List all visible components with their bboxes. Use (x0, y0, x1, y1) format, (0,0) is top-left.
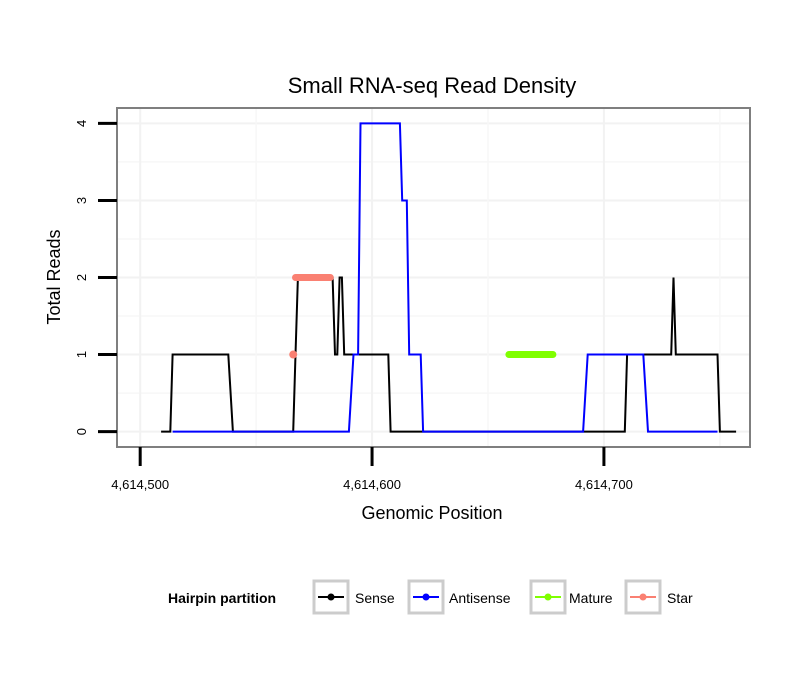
legend-label-antisense: Antisense (449, 590, 511, 606)
x-tick-label: 4,614,500 (111, 477, 169, 492)
legend: Hairpin partition Sense Antisense Mature St… (168, 579, 693, 615)
series-layer (161, 122, 737, 433)
x-axis-title: Genomic Position (361, 503, 502, 523)
series-star-point (289, 350, 298, 359)
x-tick-label: 4,614,700 (575, 477, 633, 492)
legend-key-point (422, 593, 430, 601)
y-axis-title: Total Reads (44, 229, 64, 324)
legend-label-star: Star (667, 590, 693, 606)
legend-label-mature: Mature (569, 590, 613, 606)
y-axis: 0 1 2 3 4 (74, 120, 117, 435)
y-tick-label: 3 (74, 197, 89, 204)
y-tick-label: 0 (74, 428, 89, 435)
y-tick-label: 2 (74, 274, 89, 281)
y-tick-label: 4 (74, 120, 89, 127)
legend-key-point (544, 593, 552, 601)
legend-label-sense: Sense (355, 590, 395, 606)
legend-title: Hairpin partition (168, 590, 276, 606)
legend-key-point (327, 593, 335, 601)
series-antisense-line (172, 122, 718, 433)
chart-title: Small RNA-seq Read Density (288, 73, 577, 98)
x-tick-label: 4,614,600 (343, 477, 401, 492)
series-sense-line (161, 276, 737, 433)
x-axis: 4,614,500 4,614,600 4,614,700 (111, 447, 633, 492)
y-tick-label: 1 (74, 351, 89, 358)
legend-key-point (639, 593, 647, 601)
